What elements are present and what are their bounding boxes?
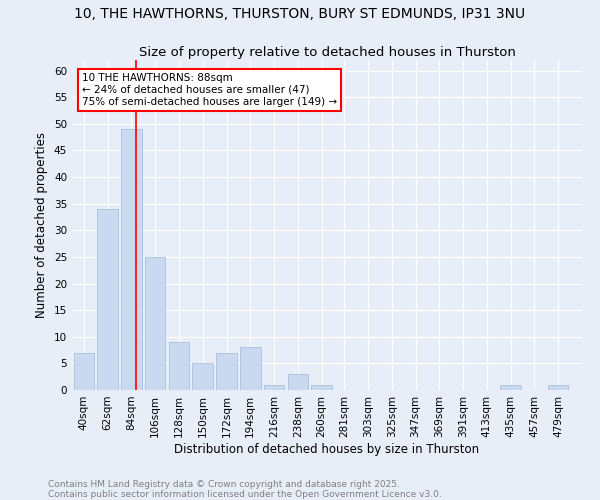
Bar [74,352,94,390]
Bar [287,374,308,390]
Bar [548,384,568,390]
Text: 10, THE HAWTHORNS, THURSTON, BURY ST EDMUNDS, IP31 3NU: 10, THE HAWTHORNS, THURSTON, BURY ST EDM… [74,8,526,22]
Bar [121,129,142,390]
Bar [240,348,260,390]
Bar [264,384,284,390]
Bar [169,342,189,390]
Text: Contains HM Land Registry data © Crown copyright and database right 2025.
Contai: Contains HM Land Registry data © Crown c… [48,480,442,499]
Title: Size of property relative to detached houses in Thurston: Size of property relative to detached ho… [139,46,515,59]
Bar [216,352,237,390]
Bar [193,364,213,390]
Y-axis label: Number of detached properties: Number of detached properties [35,132,49,318]
Bar [145,257,166,390]
Bar [311,384,332,390]
Bar [97,209,118,390]
Text: 10 THE HAWTHORNS: 88sqm
← 24% of detached houses are smaller (47)
75% of semi-de: 10 THE HAWTHORNS: 88sqm ← 24% of detache… [82,74,337,106]
Bar [500,384,521,390]
X-axis label: Distribution of detached houses by size in Thurston: Distribution of detached houses by size … [175,442,479,456]
